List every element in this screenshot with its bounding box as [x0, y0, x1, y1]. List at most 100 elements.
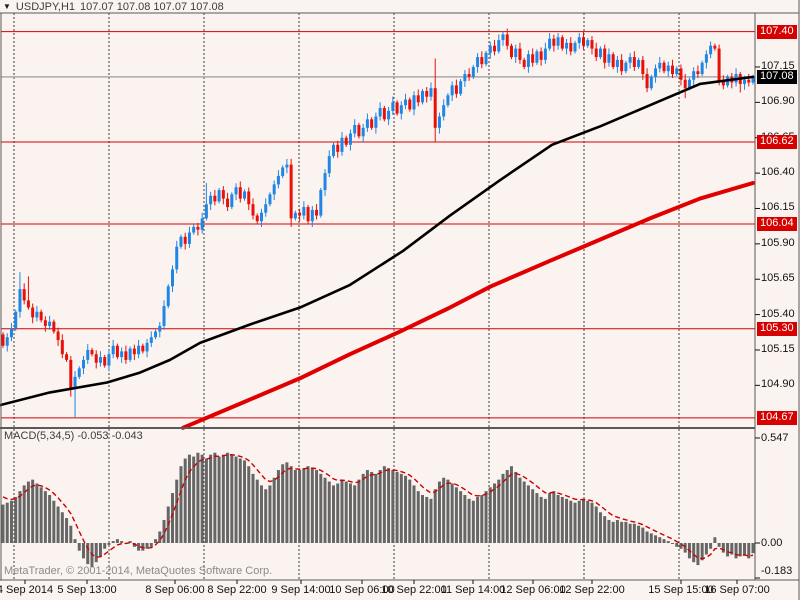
candle-body [137, 345, 141, 355]
price-level-label[interactable]: 106.62 [757, 134, 797, 149]
candle-body [243, 191, 247, 199]
price-tick-label: 107.15 [761, 59, 795, 72]
macd-histogram-bar [429, 498, 433, 543]
macd-histogram-bar [586, 500, 590, 543]
macd-histogram-bar [306, 466, 310, 543]
candle-body [213, 195, 217, 202]
price-tick-label: 105.15 [761, 342, 795, 355]
candle-body [183, 236, 187, 244]
candle-body [1, 334, 5, 346]
time-axis-label[interactable]: 4 Sep 2014 [0, 584, 54, 596]
time-axis-label[interactable]: 5 Sep 13:00 [57, 584, 117, 596]
candle-body [298, 212, 302, 216]
candle-body [357, 124, 361, 137]
macd-histogram-bar [382, 466, 386, 543]
macd-histogram-bar [234, 456, 238, 543]
macd-histogram-bar [209, 454, 213, 543]
candle-body [90, 349, 94, 355]
candle-body [336, 144, 340, 152]
candle-body [77, 368, 81, 377]
macd-histogram-bar [590, 502, 594, 543]
price-level-label[interactable]: 104.67 [757, 410, 797, 425]
macd-histogram-bar [594, 506, 598, 543]
candle-body [306, 207, 310, 222]
macd-histogram-bar [221, 454, 225, 543]
macd-histogram-bar [378, 470, 382, 543]
candle-body [370, 119, 374, 128]
time-axis-label[interactable]: 11 Sep 14:00 [440, 584, 506, 596]
time-axis-label[interactable]: 10 Sep 06:00 [329, 584, 395, 596]
candle-body [509, 45, 513, 58]
time-axis-label[interactable]: 12 Sep 22:00 [559, 584, 625, 596]
macd-histogram-bar [615, 519, 619, 543]
macd-histogram-bar [293, 470, 297, 543]
price-level-label[interactable]: 105.30 [757, 321, 797, 336]
macd-histogram-bar [425, 496, 429, 543]
macd-histogram-bar [370, 471, 374, 543]
candle-body [526, 54, 530, 67]
candle-body [696, 71, 700, 75]
symbol-dropdown-icon[interactable]: ▼ [3, 2, 11, 11]
time-axis-label[interactable]: 9 Sep 14:00 [271, 584, 331, 596]
macd-histogram-bar [302, 468, 306, 543]
candle-body [446, 95, 450, 106]
macd-histogram-bar [107, 543, 111, 545]
candle-body [56, 331, 60, 341]
candle-body [560, 37, 564, 49]
macd-histogram-bar [552, 491, 556, 543]
macd-histogram-bar [77, 543, 81, 551]
macd-histogram-bar [196, 452, 200, 543]
macd-histogram-bar [323, 477, 327, 543]
macd-histogram-bar [620, 521, 624, 543]
candle-body [463, 74, 467, 82]
price-tick-label: 104.90 [761, 378, 795, 391]
candle-body [39, 311, 43, 321]
candle-body [344, 137, 348, 145]
macd-histogram-bar [670, 543, 674, 544]
slow-ma-line[interactable] [181, 181, 755, 430]
price-level-label[interactable]: 107.40 [757, 24, 797, 39]
candle-body [404, 99, 408, 106]
price-level-label[interactable]: 106.04 [757, 217, 797, 232]
candle-body [450, 85, 454, 96]
candle-body [700, 62, 704, 75]
macd-histogram-bar [103, 543, 107, 549]
time-axis-label[interactable]: 10 Sep 22:00 [381, 584, 447, 596]
candle-body [5, 337, 9, 346]
candle-body [670, 65, 674, 75]
candle-body [94, 354, 98, 363]
time-axis-label[interactable]: 15 Sep 15:00 [648, 584, 714, 596]
candle-body [518, 48, 522, 60]
macd-histogram-bar [662, 539, 666, 543]
macd-histogram-bar [391, 470, 395, 543]
candle-body [637, 59, 641, 67]
macd-histogram-bar [154, 539, 158, 543]
time-axis-label[interactable]: 12 Sep 06:00 [500, 584, 566, 596]
time-axis-label[interactable]: 8 Sep 06:00 [145, 584, 205, 596]
macd-histogram-bar [526, 485, 530, 543]
macd-histogram-bar [743, 543, 747, 555]
candle-body [721, 81, 725, 86]
macd-histogram-bar [213, 452, 217, 543]
macd-histogram-bar [641, 527, 645, 543]
macd-histogram-bar [675, 543, 679, 547]
candle-body [14, 311, 18, 329]
time-axis-label[interactable]: 16 Sep 07:00 [704, 584, 770, 596]
candle-body [132, 348, 136, 355]
macd-histogram-bar [459, 491, 463, 543]
macd-histogram-bar [1, 504, 5, 543]
macd-histogram-bar [128, 541, 132, 543]
macd-histogram-bar [35, 483, 39, 543]
macd-histogram-bar [170, 493, 174, 543]
fast-ma-line[interactable] [0, 75, 755, 407]
macd-histogram-bar [404, 475, 408, 543]
candle-body [35, 311, 39, 318]
macd-histogram-bar [446, 479, 450, 543]
time-axis-label[interactable]: 8 Sep 22:00 [207, 584, 267, 596]
candle-body [713, 45, 717, 49]
candle-body [170, 269, 174, 287]
macd-histogram-bar [39, 487, 43, 543]
candle-body [340, 137, 344, 152]
macd-histogram-bar [315, 470, 319, 543]
